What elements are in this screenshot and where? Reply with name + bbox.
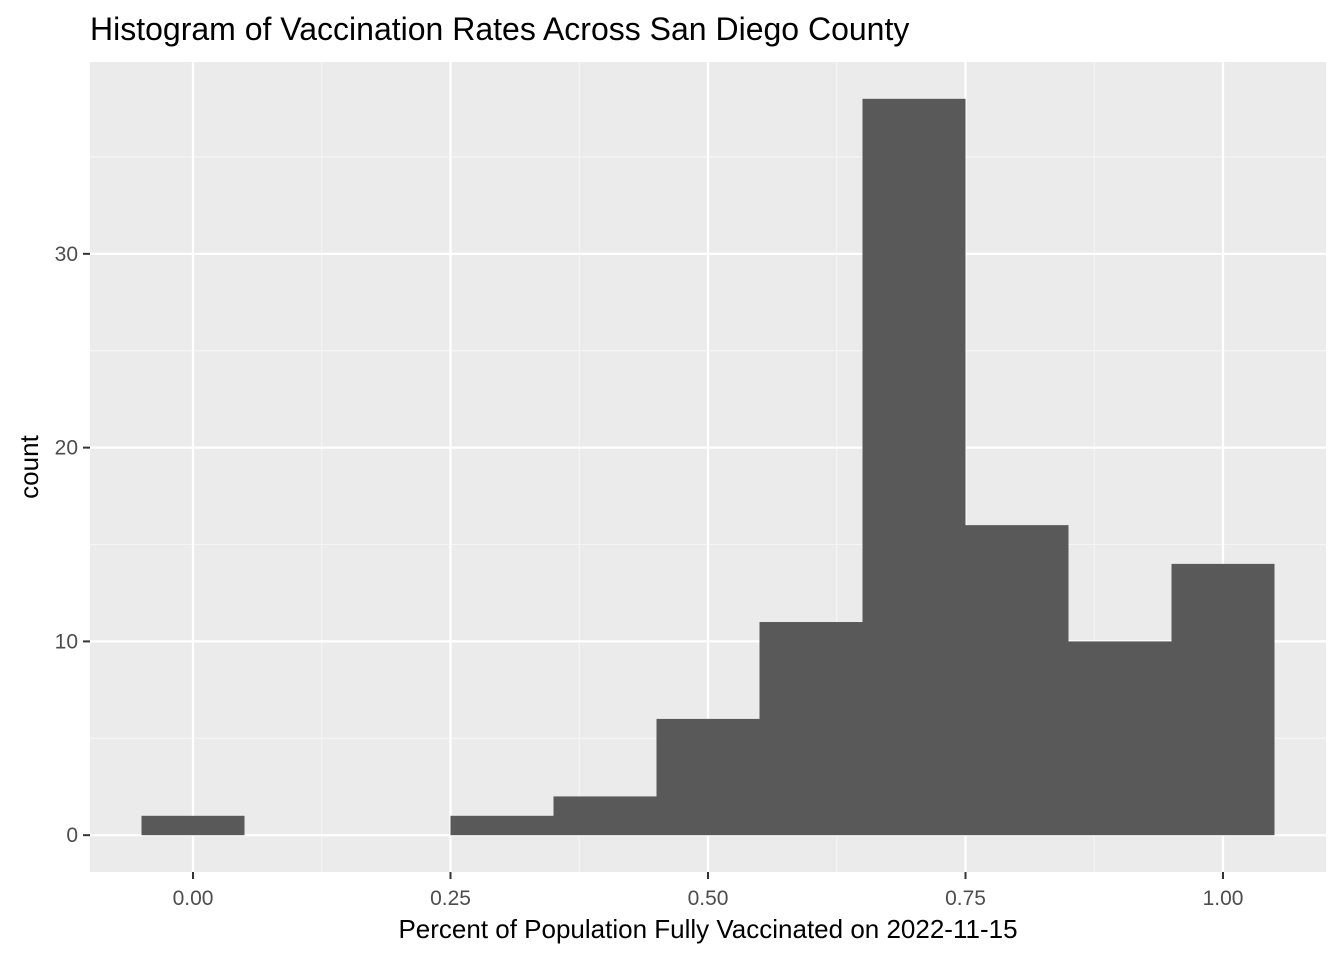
histogram-bar xyxy=(965,525,1069,836)
y-tick-label: 10 xyxy=(55,630,78,653)
x-tick-label: 0.75 xyxy=(945,887,986,910)
y-axis-title: count xyxy=(14,434,44,498)
histogram-bar xyxy=(141,815,245,836)
x-tick-label: 0.25 xyxy=(430,887,471,910)
x-tick-label: 0.50 xyxy=(688,887,729,910)
y-tick-label: 30 xyxy=(55,243,78,266)
y-axis: 0 10 20 30 xyxy=(55,243,90,847)
x-axis-title: Percent of Population Fully Vaccinated o… xyxy=(398,914,1017,944)
histogram-bars xyxy=(141,98,1275,836)
x-axis: 0.00 0.25 0.50 0.75 1.00 xyxy=(173,872,1244,910)
chart-title: Histogram of Vaccination Rates Across Sa… xyxy=(90,11,909,47)
y-tick-label: 0 xyxy=(66,824,78,847)
histogram-bar xyxy=(450,815,554,836)
histogram-bar xyxy=(656,718,760,836)
histogram-bar xyxy=(759,622,863,836)
histogram-bar xyxy=(1171,563,1275,836)
x-tick-label: 0.00 xyxy=(173,887,214,910)
y-tick-label: 20 xyxy=(55,437,78,460)
x-tick-label: 1.00 xyxy=(1203,887,1244,910)
histogram-bar xyxy=(862,98,966,836)
histogram-bar xyxy=(553,796,657,836)
histogram-bar xyxy=(1068,641,1172,836)
